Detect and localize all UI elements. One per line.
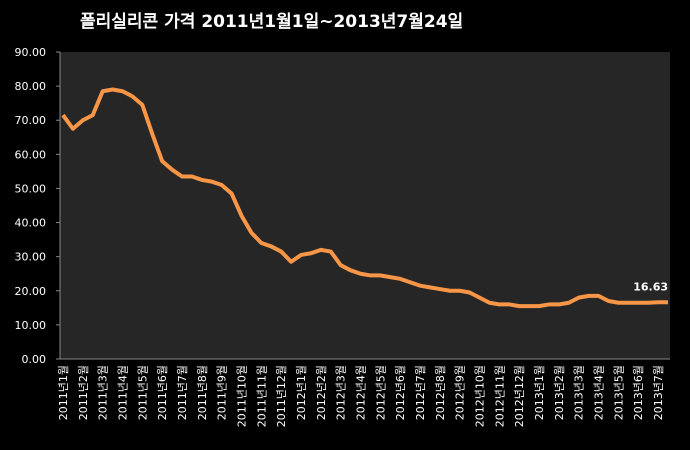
y-tick-label: 90.00 [15,46,47,59]
x-tick-label: 2013년5월 [612,365,625,420]
x-tick-label: 2013년2월 [553,365,566,420]
y-tick-label: 20.00 [15,285,47,298]
x-tick-label: 2012년6월 [394,365,407,420]
x-tick-label: 2011년4월 [117,365,130,420]
y-tick-label: 30.00 [15,251,47,264]
x-tick-label: 2012년4월 [355,365,368,420]
x-tick-label: 2011년2월 [77,365,90,420]
x-tick-label: 2011년12월 [275,365,288,427]
y-tick-label: 50.00 [15,182,47,195]
x-tick-label: 2012년9월 [454,365,467,420]
x-tick-label: 2012년10월 [474,365,487,427]
x-tick-label: 2011년7월 [176,365,189,420]
x-tick-label: 2012년12월 [513,365,526,427]
x-tick-label: 2011년8월 [196,365,209,420]
x-tick-label: 2011년3월 [97,365,110,420]
y-tick-label: 80.00 [15,80,47,93]
data-line [61,87,668,309]
data-label: 16.63 [633,280,668,293]
chart-title: 폴리실리콘 가격 2011년1월1일~2013년7월24일 [80,12,463,32]
x-tick-label: 2012년5월 [374,365,387,420]
x-tick-label: 2013년4월 [593,365,606,420]
x-tick-label: 2012년1월 [295,365,308,420]
x-tick-label: 2012년8월 [434,365,447,420]
x-tick-label: 2011년11월 [255,365,268,427]
x-tick-label: 2012년2월 [315,365,328,420]
y-tick-label: 0.00 [22,353,47,366]
y-tick-label: 60.00 [15,148,47,161]
x-tick-label: 2011년1월 [57,365,70,420]
x-tick-label: 2011년6월 [156,365,169,420]
x-tick-label: 2013년7월 [652,365,665,420]
x-tick-label: 2011년9월 [216,365,229,420]
x-tick-label: 2012년11월 [493,365,506,427]
x-tick-label: 2012년7월 [414,365,427,420]
x-tick-label: 2011년5월 [136,365,149,420]
y-tick-label: 40.00 [15,217,47,230]
x-tick-label: 2013년6월 [632,365,645,420]
x-tick-label: 2012년3월 [335,365,348,420]
y-tick-label: 70.00 [15,114,47,127]
x-tick-label: 2011년10월 [236,365,249,427]
x-tick-label: 2013년3월 [573,365,586,420]
y-tick-label: 10.00 [15,319,47,332]
plot-area [60,52,670,359]
x-tick-label: 2013년1월 [533,365,546,420]
